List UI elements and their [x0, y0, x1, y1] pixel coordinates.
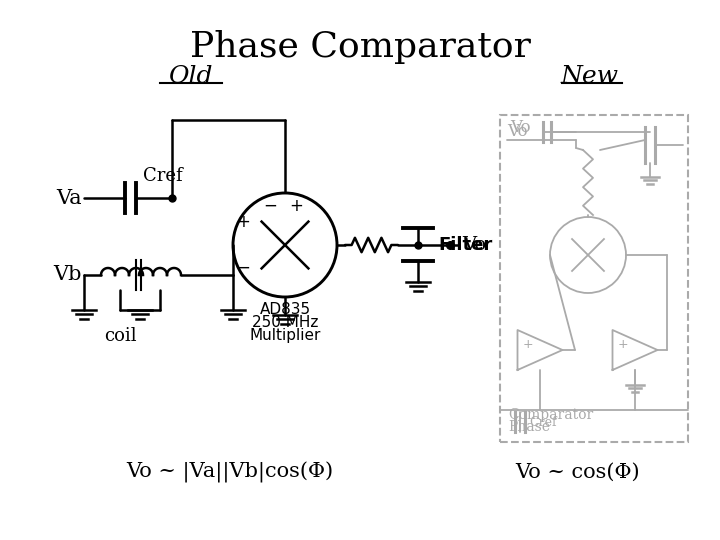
Text: Multiplier: Multiplier: [249, 328, 320, 343]
Text: Va: Va: [56, 188, 82, 207]
Text: Filter: Filter: [438, 236, 492, 254]
Text: Phase Comparator: Phase Comparator: [189, 30, 531, 64]
Text: Old: Old: [168, 65, 212, 88]
Text: +: +: [618, 339, 628, 352]
Text: 250 MHz: 250 MHz: [252, 315, 318, 330]
Text: Vo: Vo: [510, 119, 531, 137]
Text: +: +: [236, 213, 250, 231]
Text: −: −: [263, 197, 277, 215]
Text: Vo: Vo: [507, 124, 528, 140]
Bar: [500, 115, 688, 442]
Text: Vb: Vb: [53, 266, 82, 285]
Text: Vo ~ cos(Φ): Vo ~ cos(Φ): [516, 462, 640, 482]
Text: Vo ~ |Va||Vb|cos(Φ): Vo ~ |Va||Vb|cos(Φ): [127, 461, 333, 483]
Text: +: +: [523, 339, 533, 352]
Text: New: New: [561, 65, 619, 88]
Text: Cref: Cref: [143, 167, 183, 185]
Text: Phase: Phase: [508, 420, 550, 434]
Text: coil: coil: [104, 327, 136, 345]
Text: Vo: Vo: [462, 236, 486, 254]
Text: Cref: Cref: [529, 415, 557, 429]
Text: AD835: AD835: [259, 302, 310, 317]
Text: Comparator: Comparator: [508, 408, 593, 422]
Text: +: +: [289, 197, 303, 215]
Text: −: −: [236, 259, 250, 277]
